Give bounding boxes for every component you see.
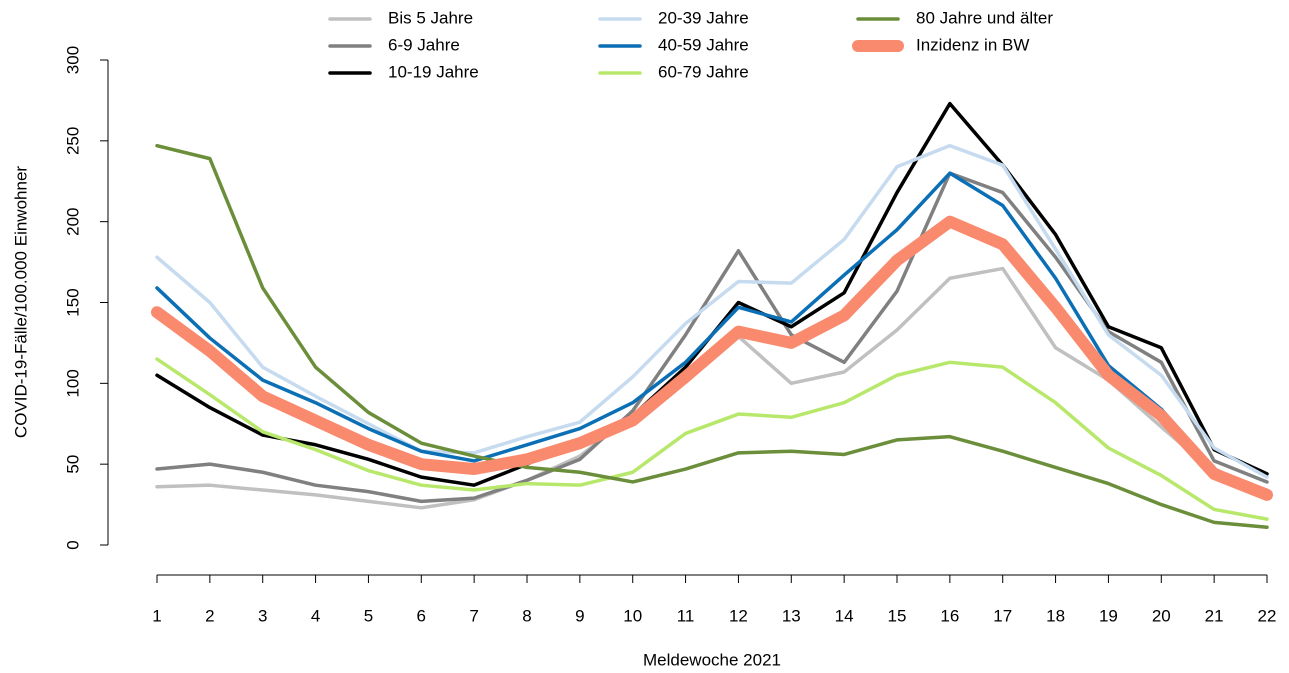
legend-label: Bis 5 Jahre [388,8,473,27]
x-tick-label: 10 [623,606,642,625]
y-tick-label: 250 [63,127,82,155]
x-tick-label: 2 [205,606,214,625]
x-tick-label: 12 [729,606,748,625]
x-tick-label: 16 [940,606,959,625]
series-line [155,171,1269,496]
x-tick-label: 20 [1152,606,1171,625]
y-tick-label: 50 [63,455,82,474]
legend-label: 40-59 Jahre [658,35,749,54]
x-tick-label: 18 [1046,606,1065,625]
x-tick-label: 17 [993,606,1012,625]
y-tick-label: 200 [63,207,82,235]
x-tick-label: 21 [1205,606,1224,625]
y-tick-label: 100 [63,369,82,397]
series-line [151,215,1273,501]
x-tick-label: 8 [522,606,531,625]
series-line [155,357,1269,521]
x-tick-label: 22 [1258,606,1277,625]
x-tick-label: 13 [782,606,801,625]
legend-label: 80 Jahre und älter [916,8,1053,27]
x-tick-label: 14 [835,606,854,625]
legend-label: 20-39 Jahre [658,8,749,27]
y-tick-label: 300 [63,46,82,74]
y-tick-label: 150 [63,288,82,316]
x-tick-label: 7 [469,606,478,625]
legend-label: 60-79 Jahre [658,62,749,81]
series-line [155,143,1269,479]
legend-label: 10-19 Jahre [388,62,479,81]
x-tick-label: 4 [311,606,320,625]
x-tick-label: 5 [364,606,373,625]
x-tick-label: 9 [575,606,584,625]
legend-label: Inzidenz in BW [916,35,1029,54]
x-tick-label: 6 [417,606,426,625]
x-tick-label: 11 [677,606,695,625]
y-axis-label: COVID-19-Fälle/100.000 Einwohner [11,166,30,438]
y-tick-label: 0 [63,540,82,549]
x-tick-label: 1 [152,606,161,625]
series-line [155,143,1269,529]
x-tick-label: 3 [258,606,267,625]
x-tick-label: 15 [888,606,907,625]
legend-label: 6-9 Jahre [388,35,460,54]
x-axis-label: Meldewoche 2021 [643,650,781,669]
x-tick-label: 19 [1099,606,1118,625]
